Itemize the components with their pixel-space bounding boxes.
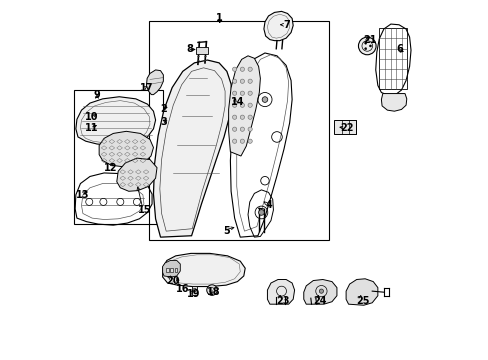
Polygon shape [163, 260, 180, 277]
Text: 13: 13 [76, 190, 89, 200]
Circle shape [262, 97, 267, 102]
Text: 23: 23 [275, 296, 289, 306]
Circle shape [232, 115, 236, 119]
Bar [170, 268, 173, 273]
Circle shape [258, 210, 264, 215]
Text: 24: 24 [313, 296, 326, 306]
Circle shape [247, 127, 252, 131]
Text: 19: 19 [186, 289, 200, 298]
Circle shape [240, 79, 244, 83]
Polygon shape [163, 253, 244, 287]
Polygon shape [99, 131, 153, 167]
Text: 9: 9 [94, 90, 100, 100]
Text: 11: 11 [85, 123, 99, 133]
Circle shape [240, 115, 244, 119]
Circle shape [247, 91, 252, 95]
Circle shape [247, 103, 252, 107]
Bar [192, 286, 197, 294]
Circle shape [247, 139, 252, 143]
Circle shape [358, 37, 375, 55]
Circle shape [240, 139, 244, 143]
Circle shape [232, 103, 236, 107]
Polygon shape [381, 94, 406, 111]
Bar [334, 120, 355, 134]
Circle shape [240, 91, 244, 95]
Bar [195, 48, 208, 54]
Text: 15: 15 [138, 205, 151, 215]
Text: 2: 2 [161, 104, 167, 114]
Polygon shape [346, 279, 377, 305]
Polygon shape [117, 158, 157, 191]
Text: 25: 25 [355, 296, 368, 306]
Text: 18: 18 [206, 287, 220, 297]
Text: 20: 20 [166, 275, 180, 285]
Text: 7: 7 [283, 20, 289, 30]
Polygon shape [153, 60, 232, 237]
Circle shape [240, 67, 244, 71]
Circle shape [247, 115, 252, 119]
Bar [379, 28, 407, 89]
Text: 12: 12 [104, 163, 118, 173]
Circle shape [247, 79, 252, 83]
Bar [149, 21, 328, 240]
Text: 8: 8 [186, 45, 193, 54]
Text: 5: 5 [223, 226, 230, 236]
Circle shape [232, 139, 236, 143]
Text: 22: 22 [339, 123, 353, 133]
Text: 4: 4 [265, 200, 272, 210]
Polygon shape [146, 70, 163, 95]
Circle shape [232, 67, 236, 71]
Text: 6: 6 [396, 45, 402, 54]
Text: 10: 10 [85, 112, 99, 122]
Circle shape [319, 289, 323, 293]
Polygon shape [76, 97, 155, 145]
Circle shape [193, 288, 196, 292]
Circle shape [364, 48, 366, 50]
Bar [166, 268, 169, 273]
Text: 17: 17 [140, 83, 153, 93]
Text: 21: 21 [362, 35, 376, 45]
Polygon shape [303, 279, 336, 304]
Circle shape [240, 127, 244, 131]
Bar [174, 268, 177, 273]
Polygon shape [267, 279, 294, 304]
Text: 1: 1 [216, 13, 223, 23]
Circle shape [240, 103, 244, 107]
Text: 3: 3 [161, 117, 167, 127]
Circle shape [232, 127, 236, 131]
Polygon shape [228, 56, 260, 156]
Polygon shape [264, 12, 293, 41]
Text: 14: 14 [230, 98, 244, 107]
Circle shape [232, 91, 236, 95]
Circle shape [232, 79, 236, 83]
Circle shape [206, 285, 217, 295]
Circle shape [364, 42, 366, 44]
Text: 16: 16 [176, 284, 189, 294]
Circle shape [368, 45, 371, 47]
Bar [74, 90, 163, 224]
Circle shape [247, 67, 252, 71]
